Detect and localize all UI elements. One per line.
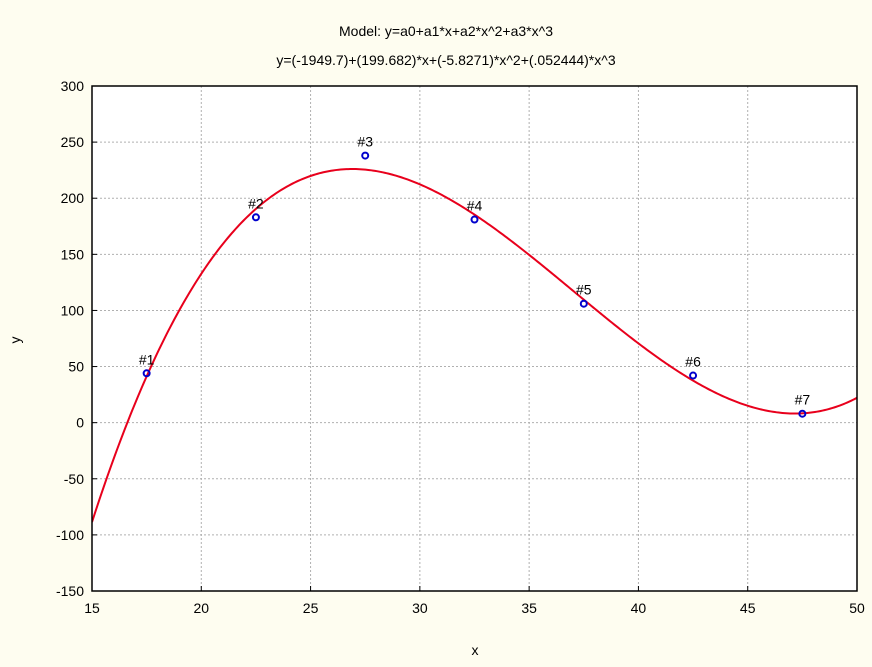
x-tick-label: 35 bbox=[521, 600, 537, 616]
data-point bbox=[689, 371, 698, 380]
y-tick-label: 150 bbox=[61, 246, 85, 262]
plot-frame bbox=[91, 85, 858, 592]
y-tick-label: -50 bbox=[64, 471, 84, 487]
chart-title: Model: y=a0+a1*x+a2*x^2+a3*x^3 bbox=[339, 23, 553, 39]
data-point-label: #1 bbox=[139, 351, 155, 367]
data-point-label: #4 bbox=[467, 198, 483, 214]
data-points: #1 #2 #3 #4 #5 #6 #7 bbox=[139, 134, 811, 418]
y-tick-label: 50 bbox=[68, 359, 84, 375]
fit-curve bbox=[92, 168, 857, 523]
y-tick-label: 100 bbox=[61, 302, 85, 318]
data-point-label: #3 bbox=[357, 134, 373, 150]
x-tick-label: 45 bbox=[740, 600, 756, 616]
data-point-label: #2 bbox=[248, 195, 264, 211]
x-tick-label: 40 bbox=[631, 600, 647, 616]
y-axis-label: y bbox=[7, 337, 23, 344]
y-tick-label: 0 bbox=[76, 415, 84, 431]
plot-area bbox=[92, 86, 857, 591]
data-point-label: #6 bbox=[685, 354, 701, 370]
chart-subtitle: y=(-1949.7)+(199.682)*x+(-5.8271)*x^2+(.… bbox=[276, 52, 615, 68]
x-axis-ticks: 15 20 25 30 35 40 45 50 bbox=[84, 586, 865, 616]
data-point bbox=[470, 215, 479, 224]
x-tick-label: 30 bbox=[412, 600, 428, 616]
y-axis-ticks: -150 -100 -50 0 50 100 150 200 250 300 bbox=[56, 78, 97, 599]
x-tick-label: 50 bbox=[849, 600, 865, 616]
data-point bbox=[251, 213, 260, 222]
x-tick-label: 15 bbox=[84, 600, 100, 616]
grid bbox=[92, 86, 857, 591]
data-point bbox=[361, 151, 370, 160]
x-axis-label: x bbox=[472, 642, 479, 658]
data-point bbox=[579, 299, 588, 308]
y-tick-label: -150 bbox=[56, 583, 84, 599]
data-point-label: #5 bbox=[576, 282, 592, 298]
data-point bbox=[798, 409, 807, 418]
x-tick-label: 25 bbox=[303, 600, 319, 616]
fit-curve-group bbox=[92, 168, 857, 523]
x-tick-label: 20 bbox=[193, 600, 209, 616]
y-tick-label: 200 bbox=[61, 190, 85, 206]
y-tick-label: -100 bbox=[56, 527, 84, 543]
y-tick-label: 300 bbox=[61, 78, 85, 94]
data-point bbox=[142, 369, 151, 378]
y-tick-label: 250 bbox=[61, 134, 85, 150]
data-point-label: #7 bbox=[795, 392, 811, 408]
